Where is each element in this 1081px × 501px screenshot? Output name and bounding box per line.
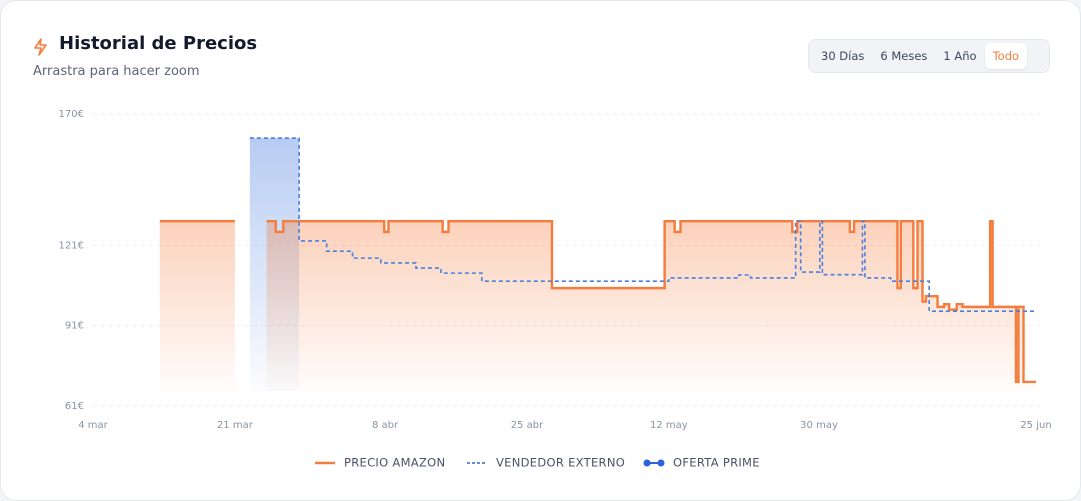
- price-area: [159, 221, 1037, 391]
- range-button[interactable]: 30 Días: [821, 49, 865, 63]
- x-tick-label: 8 abr: [372, 420, 399, 431]
- x-tick-label: 21 mar: [217, 420, 254, 431]
- range-button[interactable]: Todo: [984, 43, 1028, 69]
- legend-swatch: [643, 459, 651, 467]
- x-tick-label: 25 abr: [511, 420, 544, 431]
- legend-label: OFERTA PRIME: [673, 456, 760, 470]
- range-selector: 30 Días 6 Meses 1 Año Todo: [808, 39, 1050, 73]
- bolt-icon: [34, 38, 47, 56]
- vendor-line: [249, 137, 1036, 312]
- x-tick-label: 30 may: [800, 420, 838, 431]
- title: Historial de Precios: [59, 33, 258, 54]
- x-tick-label: 25 jun: [1020, 420, 1051, 431]
- y-tick-label: 121€: [59, 240, 84, 251]
- y-tick-label: 91€: [65, 321, 84, 332]
- legend-label: PRECIO AMAZON: [344, 456, 445, 470]
- y-tick-label: 170€: [59, 109, 84, 120]
- y-tick-label: 61€: [65, 401, 84, 412]
- price-line: [159, 219, 1036, 384]
- legend-swatch: [657, 459, 665, 467]
- legend-label: VENDEDOR EXTERNO: [496, 456, 625, 470]
- range-button[interactable]: 6 Meses: [880, 49, 928, 63]
- x-tick-label: 12 may: [650, 420, 688, 431]
- x-tick-label: 4 mar: [78, 420, 108, 431]
- subtitle: Arrastra para hacer zoom: [33, 64, 200, 79]
- range-button[interactable]: 1 Año: [943, 49, 977, 63]
